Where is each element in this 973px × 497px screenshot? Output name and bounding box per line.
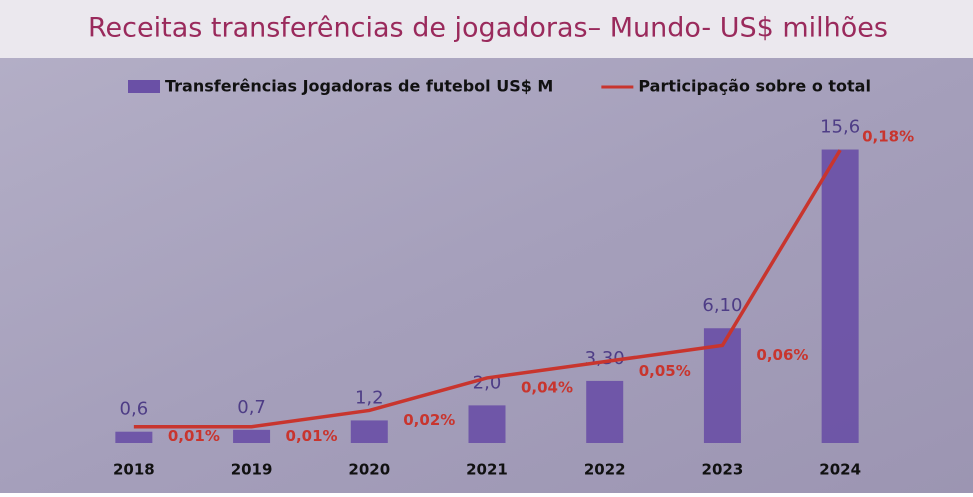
x-tick-label: 2022 (584, 461, 626, 479)
legend-label: Participação sobre o total (638, 77, 871, 96)
line-value-label: 0,18% (862, 128, 914, 146)
line-value-label: 0,05% (639, 362, 691, 380)
x-tick-label: 2020 (348, 461, 390, 479)
bar (350, 420, 388, 443)
bar (115, 431, 153, 443)
x-tick-label: 2024 (819, 461, 861, 479)
bar (586, 380, 624, 443)
header-background (0, 0, 973, 58)
line-value-label: 0,02% (403, 411, 455, 429)
bar-value-label: 6,10 (702, 295, 742, 316)
line-value-label: 0,06% (756, 346, 808, 364)
legend-swatch (128, 80, 160, 93)
legend-label: Transferências Jogadoras de futebol US$ … (165, 77, 553, 96)
line-value-label: 0,01% (286, 427, 338, 445)
x-tick-label: 2023 (702, 461, 744, 479)
bar (233, 429, 271, 443)
line-value-label: 0,01% (168, 427, 220, 445)
bar-value-label: 15,6 (820, 117, 860, 138)
x-tick-label: 2018 (113, 461, 155, 479)
bar-value-label: 1,2 (355, 387, 384, 408)
chart-title: Receitas transferências de jogadoras– Mu… (88, 13, 888, 44)
x-tick-label: 2019 (231, 461, 273, 479)
x-tick-label: 2021 (466, 461, 508, 479)
bar (468, 405, 506, 443)
bar-value-label: 0,6 (120, 399, 149, 420)
bar (821, 149, 859, 443)
bar-value-label: 0,7 (237, 397, 266, 418)
line (133, 149, 842, 429)
line-value-label: 0,04% (521, 378, 573, 396)
